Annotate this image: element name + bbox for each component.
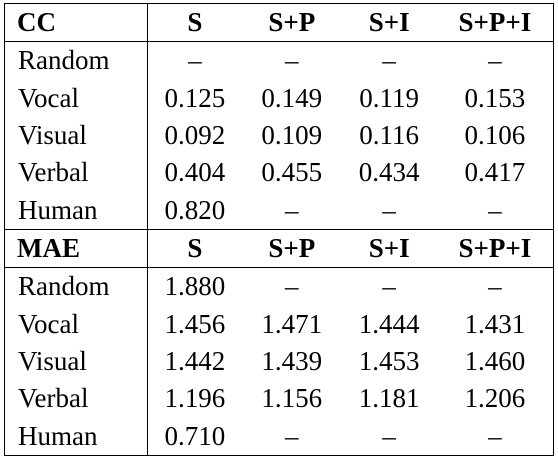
column-header: S+P+I	[436, 228, 554, 268]
column-header: S+P+I	[436, 3, 554, 42]
table-cell: 1.439	[261, 345, 323, 376]
table-cell: 0.092	[164, 119, 226, 150]
table-cell: 0.820	[164, 194, 226, 225]
table-cell: 1.456	[164, 308, 226, 339]
table-cell: 1.196	[164, 383, 226, 414]
table-row: Vocal 0.125 0.149 0.119 0.153	[4, 79, 554, 117]
table-cell: 0.116	[359, 119, 420, 150]
results-table-body: CC S S+P S+I S+P+I Random – – – – Vocal 0.125 0.149 0…	[4, 3, 554, 456]
table-cell: 1.206	[436, 380, 554, 418]
cc-header-row: CC S S+P S+I S+P+I	[4, 3, 554, 42]
table-row: Human 0.710– – –	[4, 417, 554, 456]
table-cell: 1.460	[436, 342, 554, 381]
table-cell: –	[436, 417, 554, 456]
table-cell: 0.153	[436, 79, 554, 117]
table-cell: 1.471	[261, 308, 323, 339]
table-cell: 1.442	[164, 345, 226, 376]
table-cell: 1.444	[358, 308, 420, 339]
column-header: S	[147, 3, 242, 42]
column-header: S+I	[341, 3, 437, 42]
column-header: S+I	[341, 228, 437, 268]
table-cell: 1.431	[436, 305, 554, 343]
table-cell: 0.109	[261, 119, 323, 150]
row-label: Random	[4, 267, 148, 306]
table-row: Visual 1.442 1.439 1.453 1.460	[4, 342, 554, 381]
table-cell: –	[285, 271, 299, 302]
row-label: Vocal	[4, 305, 148, 343]
table-cell: –	[188, 45, 202, 76]
row-label: Verbal	[4, 380, 148, 418]
table-cell: 0.149	[261, 82, 323, 113]
table-cell: 0.417	[436, 154, 554, 192]
table-row: Verbal 0.404 0.455 0.434 0.417	[4, 154, 554, 192]
table-cell: 1.453	[358, 345, 420, 376]
row-label: Human	[4, 417, 148, 456]
row-label: Verbal	[4, 154, 148, 192]
column-header: S	[147, 228, 242, 268]
table-cell: –	[241, 417, 342, 456]
column-header: S+P	[241, 3, 342, 42]
row-label: Vocal	[4, 79, 148, 117]
table-cell: 0.125	[164, 82, 226, 113]
mae-header-row: MAE S S+P S+I S+P+I	[4, 228, 554, 268]
table-cell: –	[382, 194, 396, 225]
table-cell: 0.710	[147, 417, 242, 456]
table-cell: –	[285, 45, 299, 76]
table-cell: 0.119	[359, 82, 420, 113]
table-cell: –	[436, 41, 554, 80]
row-label: Random	[4, 41, 148, 80]
row-label: Human	[4, 191, 148, 230]
table-cell: –	[341, 417, 437, 456]
table-cell: 1.181	[358, 383, 420, 414]
results-table: CC S S+P S+I S+P+I Random – – – – Vocal 0.125 0.149 0…	[4, 3, 554, 456]
metric-header: MAE	[4, 228, 148, 268]
table-cell: 1.880	[164, 271, 226, 302]
table-cell: 0.455	[261, 157, 323, 188]
table-cell: –	[382, 45, 396, 76]
table-cell: 0.434	[358, 157, 420, 188]
table-cell: –	[285, 194, 299, 225]
table-cell: –	[436, 267, 554, 306]
table-cell: 0.106	[436, 116, 554, 155]
row-label: Visual	[4, 116, 148, 155]
table-cell: –	[436, 191, 554, 230]
table-row: Visual 0.092 0.109 0.116 0.106	[4, 116, 554, 155]
table-row: Vocal 1.456 1.471 1.444 1.431	[4, 305, 554, 343]
metric-header: CC	[4, 3, 148, 42]
table-row: Verbal 1.196 1.156 1.181 1.206	[4, 380, 554, 418]
row-label: Visual	[4, 342, 148, 381]
column-header: S+P	[241, 228, 342, 268]
table-row: Random – – – –	[4, 41, 554, 80]
table-row: Random 1.880 – – –	[4, 267, 554, 306]
table-cell: –	[382, 271, 396, 302]
table-row: Human 0.820 – – –	[4, 191, 554, 230]
table-cell: 0.404	[164, 157, 226, 188]
table-cell: 1.156	[261, 383, 323, 414]
